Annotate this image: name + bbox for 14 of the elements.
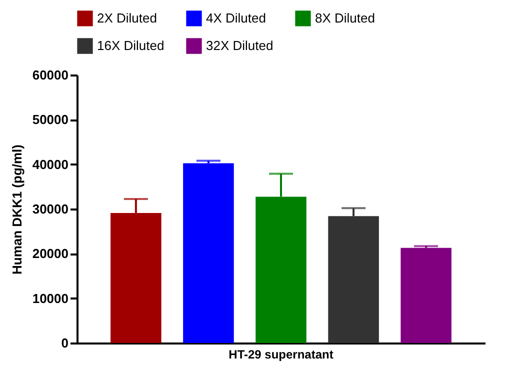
legend-label: 16X Diluted: [97, 38, 164, 53]
legend-label: 8X Diluted: [315, 10, 375, 26]
y-tick-label: 50000: [32, 112, 68, 128]
legend-label: 32X Diluted: [206, 38, 274, 53]
y-tick-label: 20000: [32, 246, 68, 262]
y-tick-label: 40000: [32, 156, 68, 172]
x-tick-label: HT-29 supernatant: [228, 348, 334, 362]
y-tick-label: 60000: [32, 68, 68, 82]
legend-label: 4X Diluted: [206, 10, 266, 26]
y-tick-label: 30000: [32, 202, 68, 216]
y-tick-label: 10000: [32, 290, 68, 306]
y-axis-title: Human DKK1 (pg/ml): [9, 144, 24, 274]
y-tick-label: 0: [61, 336, 68, 350]
legend-label: 2X Diluted: [97, 10, 157, 26]
